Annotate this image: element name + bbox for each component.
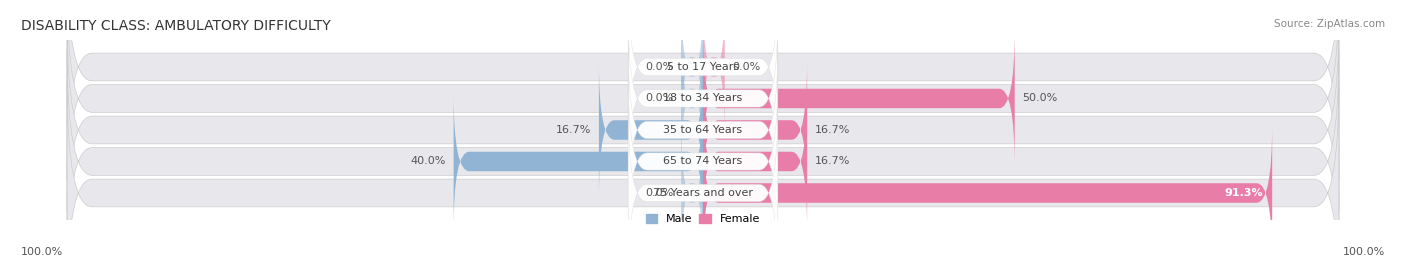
FancyBboxPatch shape	[703, 0, 725, 136]
FancyBboxPatch shape	[599, 61, 703, 199]
FancyBboxPatch shape	[628, 107, 778, 268]
FancyBboxPatch shape	[67, 0, 1339, 179]
Text: 16.7%: 16.7%	[814, 125, 851, 135]
FancyBboxPatch shape	[67, 0, 1339, 211]
FancyBboxPatch shape	[681, 0, 703, 136]
Text: 0.0%: 0.0%	[645, 188, 673, 198]
FancyBboxPatch shape	[628, 0, 778, 153]
FancyBboxPatch shape	[628, 76, 778, 247]
Text: 50.0%: 50.0%	[1022, 94, 1057, 103]
Text: 65 to 74 Years: 65 to 74 Years	[664, 157, 742, 166]
Text: 0.0%: 0.0%	[645, 94, 673, 103]
Text: 75 Years and over: 75 Years and over	[652, 188, 754, 198]
Legend: Male, Female: Male, Female	[641, 209, 765, 229]
Text: 91.3%: 91.3%	[1225, 188, 1263, 198]
Text: 100.0%: 100.0%	[21, 247, 63, 257]
Text: 0.0%: 0.0%	[733, 62, 761, 72]
FancyBboxPatch shape	[628, 13, 778, 184]
Text: 100.0%: 100.0%	[1343, 247, 1385, 257]
Text: 0.0%: 0.0%	[645, 62, 673, 72]
Text: Source: ZipAtlas.com: Source: ZipAtlas.com	[1274, 19, 1385, 29]
FancyBboxPatch shape	[67, 18, 1339, 242]
Text: 16.7%: 16.7%	[555, 125, 592, 135]
FancyBboxPatch shape	[703, 61, 807, 199]
FancyBboxPatch shape	[628, 44, 778, 216]
FancyBboxPatch shape	[703, 124, 1272, 262]
Text: 18 to 34 Years: 18 to 34 Years	[664, 94, 742, 103]
Text: 40.0%: 40.0%	[411, 157, 446, 166]
FancyBboxPatch shape	[454, 92, 703, 230]
Text: DISABILITY CLASS: AMBULATORY DIFFICULTY: DISABILITY CLASS: AMBULATORY DIFFICULTY	[21, 19, 330, 33]
FancyBboxPatch shape	[681, 29, 703, 168]
FancyBboxPatch shape	[67, 49, 1339, 268]
Text: 35 to 64 Years: 35 to 64 Years	[664, 125, 742, 135]
FancyBboxPatch shape	[67, 81, 1339, 268]
Text: 16.7%: 16.7%	[814, 157, 851, 166]
FancyBboxPatch shape	[703, 29, 1015, 168]
FancyBboxPatch shape	[703, 92, 807, 230]
FancyBboxPatch shape	[681, 124, 703, 262]
Text: 5 to 17 Years: 5 to 17 Years	[666, 62, 740, 72]
